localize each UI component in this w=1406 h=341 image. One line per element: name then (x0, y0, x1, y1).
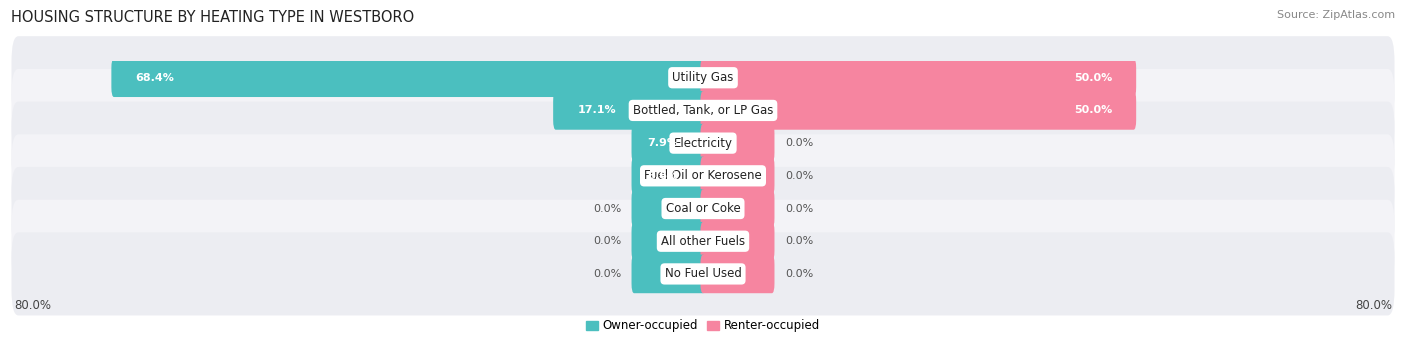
Text: Utility Gas: Utility Gas (672, 71, 734, 84)
Text: 0.0%: 0.0% (785, 138, 813, 148)
Text: HOUSING STRUCTURE BY HEATING TYPE IN WESTBORO: HOUSING STRUCTURE BY HEATING TYPE IN WES… (11, 10, 415, 25)
Text: 68.4%: 68.4% (135, 73, 174, 83)
Text: All other Fuels: All other Fuels (661, 235, 745, 248)
FancyBboxPatch shape (700, 58, 1136, 97)
Text: Bottled, Tank, or LP Gas: Bottled, Tank, or LP Gas (633, 104, 773, 117)
FancyBboxPatch shape (700, 189, 775, 228)
FancyBboxPatch shape (111, 58, 706, 97)
FancyBboxPatch shape (631, 222, 706, 261)
FancyBboxPatch shape (11, 69, 1395, 152)
Text: 6.6%: 6.6% (647, 171, 678, 181)
FancyBboxPatch shape (700, 157, 775, 195)
FancyBboxPatch shape (11, 200, 1395, 283)
FancyBboxPatch shape (700, 222, 775, 261)
Legend: Owner-occupied, Renter-occupied: Owner-occupied, Renter-occupied (581, 315, 825, 337)
Text: 0.0%: 0.0% (785, 236, 813, 246)
Text: 50.0%: 50.0% (1074, 105, 1112, 115)
Text: 80.0%: 80.0% (1355, 299, 1392, 312)
Text: 0.0%: 0.0% (593, 269, 621, 279)
FancyBboxPatch shape (700, 124, 775, 162)
Text: 0.0%: 0.0% (785, 204, 813, 213)
FancyBboxPatch shape (11, 167, 1395, 250)
Text: Electricity: Electricity (673, 137, 733, 150)
Text: 0.0%: 0.0% (785, 269, 813, 279)
FancyBboxPatch shape (631, 189, 706, 228)
Text: 17.1%: 17.1% (578, 105, 616, 115)
Text: Coal or Coke: Coal or Coke (665, 202, 741, 215)
Text: 80.0%: 80.0% (14, 299, 51, 312)
FancyBboxPatch shape (11, 102, 1395, 185)
FancyBboxPatch shape (11, 233, 1395, 315)
Text: No Fuel Used: No Fuel Used (665, 267, 741, 280)
FancyBboxPatch shape (631, 255, 706, 293)
Text: 0.0%: 0.0% (593, 236, 621, 246)
FancyBboxPatch shape (700, 255, 775, 293)
FancyBboxPatch shape (631, 124, 706, 162)
FancyBboxPatch shape (700, 91, 1136, 130)
Text: 7.9%: 7.9% (647, 138, 678, 148)
FancyBboxPatch shape (553, 91, 706, 130)
FancyBboxPatch shape (11, 36, 1395, 119)
Text: 0.0%: 0.0% (593, 204, 621, 213)
Text: 50.0%: 50.0% (1074, 73, 1112, 83)
FancyBboxPatch shape (631, 157, 706, 195)
FancyBboxPatch shape (11, 134, 1395, 217)
Text: Fuel Oil or Kerosene: Fuel Oil or Kerosene (644, 169, 762, 182)
Text: Source: ZipAtlas.com: Source: ZipAtlas.com (1277, 10, 1395, 20)
Text: 0.0%: 0.0% (785, 171, 813, 181)
